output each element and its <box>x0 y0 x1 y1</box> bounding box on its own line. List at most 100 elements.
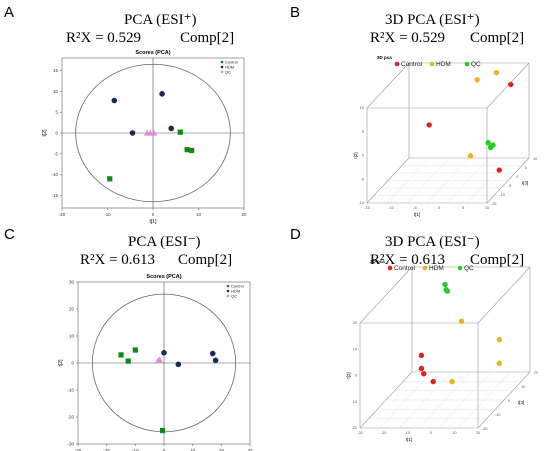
point-hdm <box>467 153 474 159</box>
y-tick-label: 0 <box>508 399 510 403</box>
panel-b-title: 3D PCA (ESI⁺) <box>385 12 480 28</box>
y-tick-label: -10 <box>495 413 501 417</box>
y-tick-label: 10 <box>69 334 75 339</box>
legend-marker-hdm <box>429 61 435 67</box>
y-tick-label: 20 <box>69 307 75 312</box>
panel-letter-a: A <box>4 4 15 21</box>
box-edge <box>486 157 530 204</box>
y-axis-label: t[2] <box>58 359 64 367</box>
point-hdm <box>458 318 465 324</box>
y-tick-label: -10 <box>67 388 74 393</box>
point-qc <box>150 129 158 136</box>
legend-label-qc: QC <box>464 265 474 272</box>
x-tick-label: 10 <box>452 431 456 435</box>
box-edge <box>366 157 410 204</box>
z-tick-label: 0 <box>355 374 357 378</box>
panel-letter-d: D <box>290 226 301 243</box>
y-axis-label: t[3] <box>522 181 528 186</box>
y-tick-label: -15 <box>491 202 497 206</box>
z-tick-label: -10 <box>352 400 358 404</box>
panel-a-stat: R²X = 0.529 <box>66 30 142 46</box>
z-tick-label: 5 <box>362 130 364 134</box>
box-edge <box>477 371 531 429</box>
point-control <box>418 365 425 372</box>
legend-marker-qc <box>464 61 470 67</box>
y-tick-label: 10 <box>53 89 59 94</box>
box-edge <box>359 371 413 429</box>
x-tick-label: -20 <box>103 448 110 451</box>
legend-marker-qc <box>226 294 230 298</box>
x-tick-label: 20 <box>476 431 480 435</box>
point-hdm <box>168 125 174 132</box>
box-edge <box>366 62 410 109</box>
y-tick-label: 10 <box>533 157 537 161</box>
legend-label-control: Control <box>231 284 244 289</box>
z-tick-label: 10 <box>353 347 357 351</box>
legend-label-hdm: HDM <box>231 289 240 294</box>
x-tick-label: 30 <box>247 448 253 451</box>
panel-d-comp: Comp[2] <box>470 252 525 268</box>
panel-letter-c: C <box>4 226 15 243</box>
panel-letter-b: B <box>290 4 301 21</box>
y-axis-label: t[3] <box>518 400 524 405</box>
x-tick-label: -30 <box>357 431 363 435</box>
legend-label-hdm: HDM <box>436 61 451 68</box>
legend-marker-hdm <box>220 65 224 69</box>
x-axis-label: t[1] <box>406 437 412 442</box>
legend-marker-hdm <box>422 265 428 271</box>
x-tick-label: -10 <box>404 431 410 435</box>
legend-marker-control <box>387 265 393 271</box>
box-edge <box>486 62 530 109</box>
point-control <box>496 167 502 173</box>
x-tick-label: 0 <box>430 431 432 435</box>
point-qc <box>444 288 451 294</box>
legend-label-qc: QC <box>231 294 237 299</box>
y-tick-label: 0 <box>71 361 74 366</box>
y-tick-label: 30 <box>69 280 75 285</box>
x-tick-label: 10 <box>196 212 202 217</box>
point-control <box>418 352 425 359</box>
x-tick-label: 20 <box>219 448 225 451</box>
y-tick-label: 0 <box>516 175 518 179</box>
legend-label-hdm: HDM <box>225 65 234 70</box>
point-control <box>107 176 113 182</box>
x-tick-label: -10 <box>132 448 139 451</box>
point-hdm <box>496 336 502 343</box>
point-control <box>132 347 138 353</box>
y-tick-label: -5 <box>508 184 511 188</box>
hotelling-ellipse <box>75 63 231 203</box>
y-axis-label: t[2] <box>42 129 48 137</box>
x-tick-label: -10 <box>104 212 111 217</box>
y-tick-label: 10 <box>521 385 525 389</box>
point-hdm <box>159 91 165 97</box>
plot-title: Scores (PCA) <box>135 50 170 56</box>
point-qc <box>156 356 163 363</box>
point-hdm <box>493 69 500 76</box>
x-tick-label: 0 <box>438 206 440 210</box>
legend-label-control: Control <box>225 60 238 65</box>
plot-title: 3D pca <box>370 259 385 264</box>
z-tick-label: 10 <box>360 106 364 110</box>
point-control <box>125 358 131 364</box>
x-axis-label: t[1] <box>150 219 158 225</box>
legend-label-control: Control <box>401 61 423 68</box>
x-tick-label: 10 <box>190 448 196 451</box>
point-hdm <box>496 360 502 366</box>
panel-c-title: PCA (ESI⁻) <box>128 234 201 250</box>
x-tick-label: -15 <box>364 206 370 210</box>
panel-a-comp: Comp[2] <box>180 30 235 46</box>
z-axis-label: t[2] <box>353 152 358 158</box>
point-control <box>177 129 183 135</box>
legend-marker-control <box>394 61 400 67</box>
y-tick-label: -5 <box>54 151 58 156</box>
x-tick-label: -5 <box>413 206 416 210</box>
point-control <box>118 352 124 358</box>
y-tick-label: 5 <box>55 110 58 115</box>
legend-label-qc: QC <box>471 61 481 68</box>
point-hdm <box>129 130 136 136</box>
point-hdm <box>449 378 455 385</box>
point-hdm <box>161 349 167 356</box>
